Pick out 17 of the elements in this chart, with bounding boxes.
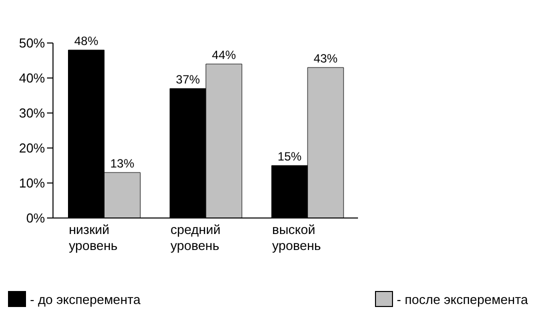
y-tick-label: 40% — [18, 70, 46, 86]
y-tick-label: 30% — [18, 106, 46, 121]
y-tick-label: 10% — [18, 176, 46, 191]
data-label: 44% — [212, 48, 236, 62]
x-tick-label: низкий уровень — [68, 222, 118, 253]
y-tick-label: 50% — [18, 36, 46, 51]
legend-label: - до эксперемента — [30, 292, 140, 306]
y-tick-label: 0% — [26, 210, 46, 226]
data-label: 43% — [314, 52, 338, 66]
y-tick-label: 20% — [18, 140, 46, 156]
legend-label: - после эксперемента — [396, 292, 528, 306]
data-label: 13% — [110, 156, 135, 170]
data-label: 48% — [74, 34, 99, 48]
x-tick-label: выской уровень — [272, 222, 322, 253]
x-tick-label: средний уровень — [170, 222, 220, 253]
data-label: 37% — [176, 72, 200, 86]
data-label: 15% — [278, 150, 302, 164]
